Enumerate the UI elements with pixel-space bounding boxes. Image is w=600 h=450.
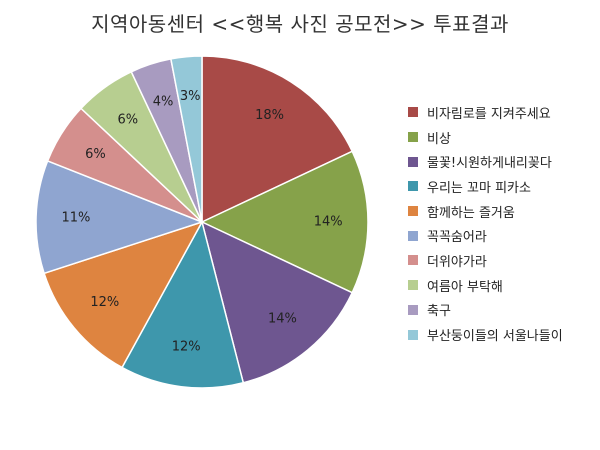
- legend-swatch: [408, 181, 418, 192]
- slice-data-label: 4%: [153, 95, 174, 110]
- slice-data-label: 14%: [314, 215, 343, 230]
- pie-slice: [170, 55, 203, 223]
- legend-item: 부산둥이들의 서울나들이: [408, 322, 598, 347]
- legend-label: 더위야가라: [427, 254, 487, 270]
- pie-slice: [121, 219, 245, 389]
- legend-swatch: [408, 255, 418, 266]
- legend-item: 축구: [408, 298, 598, 323]
- legend-item: 물꽃!시원하게내리꽂다: [408, 149, 598, 174]
- slice-data-label: 3%: [180, 89, 201, 104]
- legend-swatch: [408, 329, 418, 340]
- legend-swatch: [408, 304, 418, 315]
- legend-label: 여름아 부탁해: [427, 279, 503, 295]
- legend-label: 부산둥이들의 서울나들이: [427, 329, 563, 345]
- legend-label: 물꽃!시원하게내리꽂다: [427, 156, 552, 172]
- legend-item: 비자림로를 지켜주세요: [408, 100, 598, 125]
- legend-swatch: [408, 132, 418, 143]
- slice-data-label: 6%: [118, 112, 139, 127]
- legend-label: 비자림로를 지켜주세요: [427, 106, 551, 122]
- legend-swatch: [408, 230, 418, 241]
- legend-swatch: [408, 206, 418, 217]
- pie-slice: [43, 220, 204, 369]
- pie-slice: [201, 55, 354, 224]
- pie-slice: [200, 150, 369, 294]
- pie-slice: [200, 220, 354, 384]
- legend-swatch: [408, 280, 418, 291]
- slice-data-label: 6%: [85, 147, 106, 162]
- legend-item: 꼭꼭숨어라: [408, 223, 598, 248]
- legend-swatch: [408, 107, 418, 118]
- slice-data-label: 14%: [268, 312, 297, 327]
- legend-label: 비상: [427, 131, 451, 147]
- legend-item: 여름아 부탁해: [408, 273, 598, 298]
- legend-item: 함께하는 즐거움: [408, 199, 598, 224]
- legend-item: 우리는 꼬마 피카소: [408, 174, 598, 199]
- slice-data-label: 12%: [172, 340, 201, 355]
- legend-label: 우리는 꼬마 피카소: [427, 180, 531, 196]
- legend-swatch: [408, 156, 418, 167]
- chart-title: 지역아동센터 <<행복 사진 공모전>> 투표결과: [91, 12, 509, 36]
- legend-label: 함께하는 즐거움: [427, 205, 515, 221]
- slice-data-label: 12%: [90, 295, 119, 310]
- legend-item: 비상: [408, 125, 598, 150]
- slice-data-label: 18%: [255, 108, 284, 123]
- slice-data-label: 11%: [61, 211, 90, 226]
- legend-label: 축구: [427, 304, 451, 320]
- pie-slice: [35, 159, 205, 275]
- legend-label: 꼭꼭숨어라: [427, 230, 487, 246]
- legend-item: 더위야가라: [408, 248, 598, 273]
